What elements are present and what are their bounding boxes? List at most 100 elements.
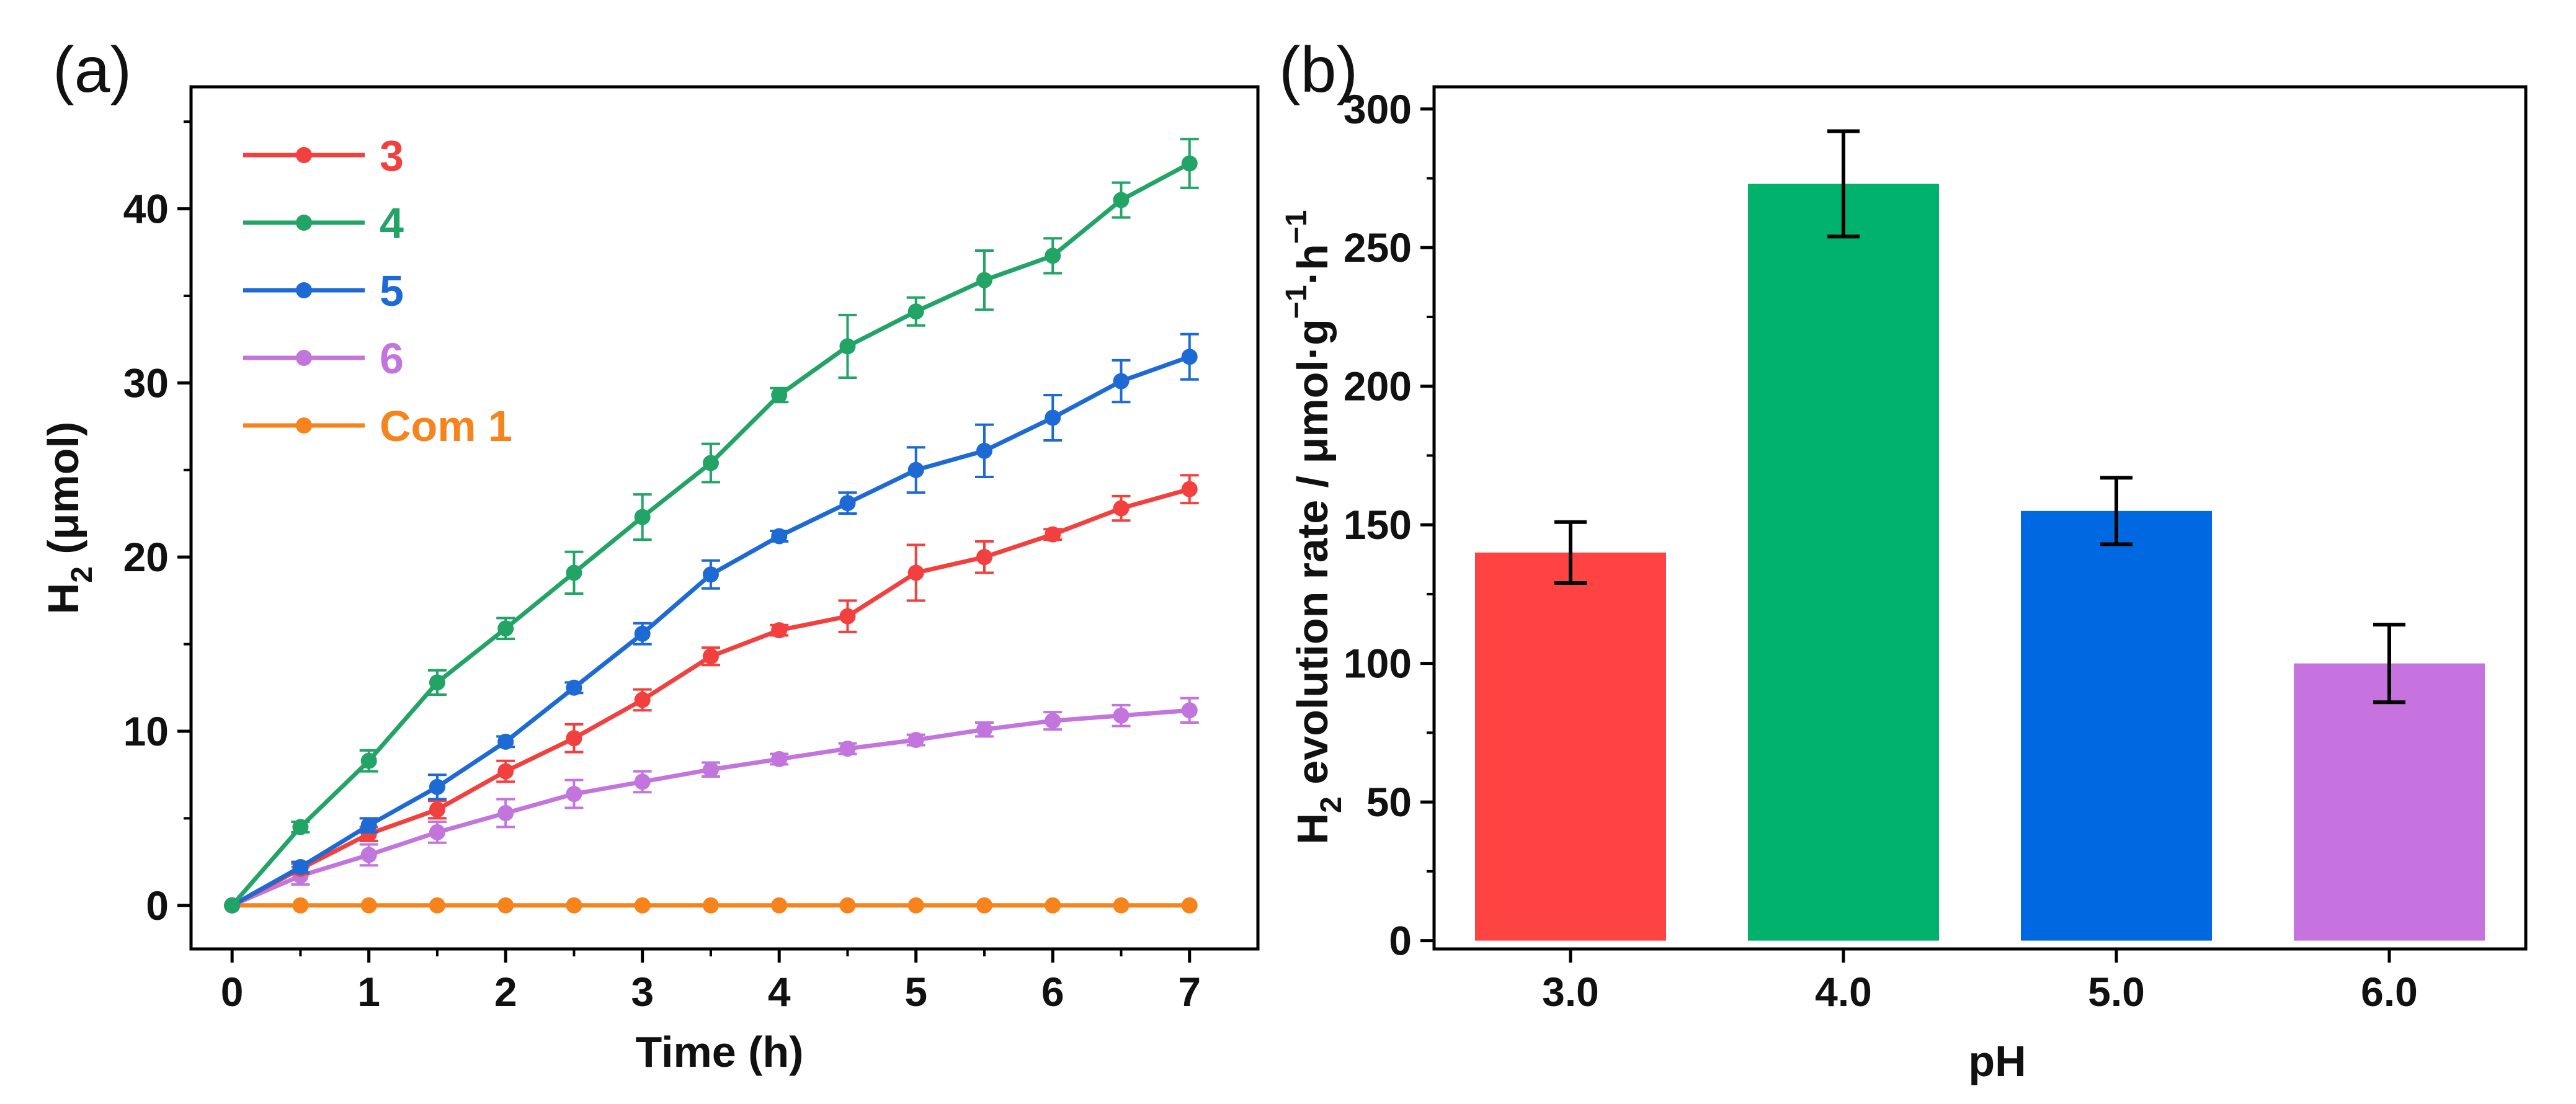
legend-marker xyxy=(296,215,312,231)
data-point xyxy=(976,721,992,738)
bar xyxy=(1475,552,1666,941)
data-point xyxy=(360,847,377,863)
legend-label: 3 xyxy=(380,131,404,180)
legend-label: 4 xyxy=(380,199,404,247)
data-point xyxy=(771,750,788,767)
bar xyxy=(2021,510,2212,941)
data-point xyxy=(1045,526,1061,543)
data-point xyxy=(976,272,992,288)
data-point xyxy=(907,897,924,914)
data-point xyxy=(1113,192,1130,208)
data-point xyxy=(839,495,856,512)
panel-a-ticks: 0 1 2 3 4 5 6 7 0 10 20 30 40 xyxy=(123,120,1201,1015)
data-point xyxy=(497,763,514,780)
panel-b-axes-frame xyxy=(1432,85,2528,951)
data-point xyxy=(1113,500,1130,517)
data-point xyxy=(429,897,445,914)
series-line xyxy=(231,487,1190,907)
data-point xyxy=(566,679,582,696)
panel-b-x-tick-label: 5.0 xyxy=(2088,969,2145,1015)
data-point xyxy=(1181,155,1198,172)
panel-b-y-axis-title: H2 evolution rate / μmol·g−1·h−1 xyxy=(1280,210,1348,845)
legend-label: 5 xyxy=(380,267,404,315)
data-point xyxy=(634,509,651,525)
data-point xyxy=(1113,897,1130,914)
data-point xyxy=(839,741,856,757)
panel-b-label: (b) xyxy=(1279,34,1358,106)
data-point xyxy=(429,824,445,840)
data-point xyxy=(1045,409,1061,426)
data-point xyxy=(634,625,651,642)
series-line xyxy=(231,708,1190,908)
panel-b-x-tick-label: 4.0 xyxy=(1815,969,1872,1015)
panel-a-y-tick-label: 0 xyxy=(146,883,169,928)
data-point xyxy=(839,897,856,914)
data-point xyxy=(497,620,514,637)
panel-a-x-tick-label: 4 xyxy=(768,969,791,1015)
data-point xyxy=(976,897,992,914)
data-point xyxy=(1113,373,1130,390)
legend-label: Com 1 xyxy=(380,402,512,450)
data-point xyxy=(976,549,992,566)
panel-a-label: (a) xyxy=(53,34,131,106)
panel-b-y-tick-label: 150 xyxy=(1344,502,1412,548)
data-point xyxy=(771,528,788,545)
series-5 xyxy=(224,332,1199,914)
data-point xyxy=(1181,702,1198,719)
data-point xyxy=(429,801,445,818)
panel-b-x-axis-title: pH xyxy=(1968,1037,2026,1085)
data-point xyxy=(634,897,651,914)
data-point xyxy=(702,566,719,583)
legend-label: 6 xyxy=(380,334,404,383)
panel-b-y-tick-label: 50 xyxy=(1366,779,1412,825)
data-point xyxy=(1045,247,1061,264)
data-point xyxy=(1181,897,1198,914)
data-point xyxy=(907,732,924,749)
data-point xyxy=(1181,349,1198,365)
data-point xyxy=(771,387,788,404)
data-point xyxy=(224,897,241,914)
panel-b-y-tick-label: 250 xyxy=(1344,225,1412,270)
data-point xyxy=(702,761,719,778)
data-point xyxy=(1045,897,1061,914)
data-point xyxy=(907,461,924,478)
data-point xyxy=(292,897,309,914)
panel-a-y-tick-label: 20 xyxy=(123,534,169,580)
data-point xyxy=(1045,713,1061,729)
data-point xyxy=(907,564,924,581)
legend-marker xyxy=(296,147,312,163)
panel-a-x-tick-label: 3 xyxy=(631,969,654,1015)
panel-a-x-tick-label: 6 xyxy=(1041,969,1064,1015)
data-point xyxy=(497,897,514,914)
data-point xyxy=(771,622,788,639)
data-point xyxy=(566,730,582,747)
data-point xyxy=(976,442,992,459)
series-6 xyxy=(224,697,1199,914)
panel-a-axes-frame xyxy=(189,85,1260,951)
data-point xyxy=(1181,481,1198,497)
data-point xyxy=(360,817,377,834)
panel-a-x-tick-label: 5 xyxy=(904,969,927,1015)
data-point xyxy=(292,859,309,876)
legend-marker xyxy=(296,282,312,298)
panel-a-series-group xyxy=(224,138,1199,914)
data-point xyxy=(429,778,445,795)
series-4 xyxy=(224,138,1199,914)
panel-b-y-tick-label: 0 xyxy=(1389,918,1412,964)
panel-a-x-axis-title: Time (h) xyxy=(636,1028,804,1076)
panel-b-y-tick-label: 200 xyxy=(1344,363,1412,409)
panel-b-x-tick-label: 3.0 xyxy=(1542,969,1599,1015)
data-point xyxy=(907,303,924,320)
panel-a-x-tick-label: 7 xyxy=(1178,969,1201,1015)
data-point xyxy=(566,564,582,581)
panel-b-ticks: 3.0 4.0 5.0 6.0 0 50 100 150 200 250 300 xyxy=(1344,86,2418,1015)
data-point xyxy=(839,338,856,355)
panel-b-y-tick-label: 100 xyxy=(1344,641,1412,687)
panel-b-x-tick-label: 6.0 xyxy=(2361,969,2418,1015)
data-point xyxy=(702,648,719,665)
data-point xyxy=(702,897,719,914)
bar xyxy=(1748,184,1939,941)
bar xyxy=(2294,663,2485,941)
data-point xyxy=(702,455,719,471)
